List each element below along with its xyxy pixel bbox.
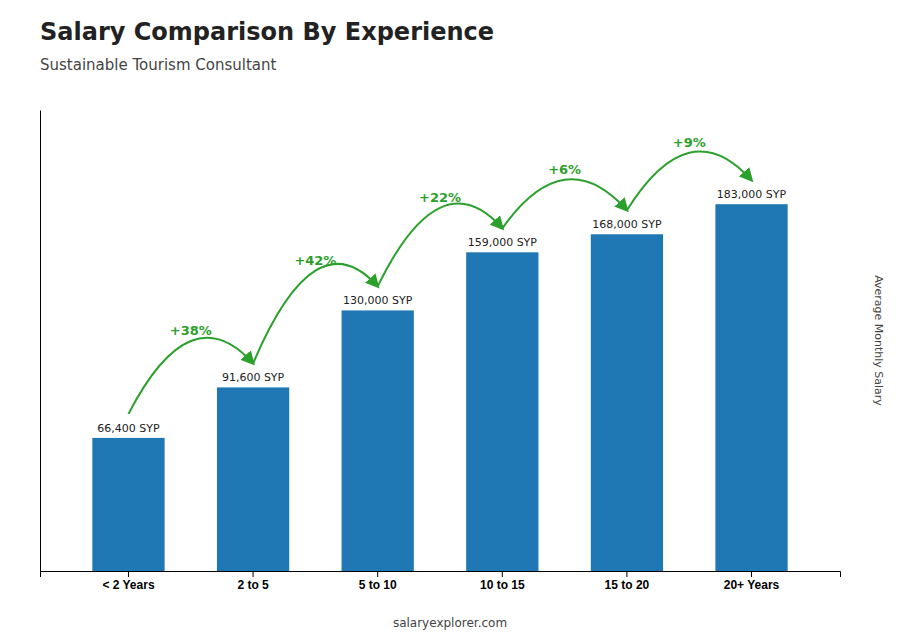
x-tick: 15 to 20 [605, 571, 650, 592]
x-tick-mark [253, 571, 254, 577]
x-tick-label: 20+ Years [724, 578, 780, 592]
bar [591, 234, 663, 571]
data-label: 130,000 SYP [343, 294, 413, 307]
title: Salary Comparison By Experience [40, 18, 494, 46]
bar [217, 387, 289, 571]
y-axis [40, 111, 41, 572]
data-label: 159,000 SYP [468, 236, 538, 249]
change-arrow [253, 264, 378, 364]
x-tick-label: 5 to 10 [359, 578, 397, 592]
change-label: +42% [294, 253, 336, 268]
x-tick-mark [128, 571, 129, 577]
x-tick: 10 to 15 [480, 571, 525, 592]
data-label: 91,600 SYP [222, 371, 285, 384]
x-tick-label: 10 to 15 [480, 578, 525, 592]
x-tick-mark [626, 571, 627, 577]
change-label: +9% [673, 135, 706, 150]
x-axis: < 2 Years 2 to 5 5 to 10 10 to 15 15 to 20 20… [41, 571, 841, 592]
change-label: +22% [419, 190, 461, 205]
bars [92, 204, 787, 571]
y-axis-line [40, 111, 41, 572]
bar [342, 310, 414, 571]
change-label: +6% [548, 162, 581, 177]
labels: 66,400 SYP 91,600 SYP 130,000 SYP 159,000 S… [97, 135, 786, 435]
bar [92, 438, 164, 571]
change-arrow [502, 179, 627, 228]
plot: < 2 Years 2 to 5 5 to 10 10 to 15 15 to 20 20… [41, 111, 841, 592]
chart: Salary Comparison By Experience Sustainab… [0, 0, 900, 641]
x-tick-label: 2 to 5 [237, 578, 269, 592]
change-arrow [378, 204, 503, 287]
x-tick-mark [502, 571, 503, 577]
x-tick: 5 to 10 [359, 571, 397, 592]
change-arrow [128, 338, 253, 414]
x-tick-label: < 2 Years [102, 578, 154, 592]
change-label: +38% [170, 323, 212, 338]
data-label: 183,000 SYP [717, 188, 787, 201]
x-tick-mark [377, 571, 378, 577]
data-label: 168,000 SYP [592, 218, 662, 231]
x-tick-mark [751, 571, 752, 577]
x-tick-label: 15 to 20 [605, 578, 650, 592]
bar [715, 204, 787, 571]
bar [466, 252, 538, 571]
subtitle: Sustainable Tourism Consultant [40, 56, 277, 74]
x-tick: 2 to 5 [237, 571, 269, 592]
x-axis-line [41, 572, 841, 578]
data-label: 66,400 SYP [97, 422, 160, 435]
x-tick: 20+ Years [724, 571, 780, 592]
change-arrow [627, 151, 752, 210]
x-tick: < 2 Years [102, 571, 154, 592]
y-axis-title: Average Monthly Salary [872, 275, 885, 406]
footer: salaryexplorer.com [393, 616, 507, 630]
